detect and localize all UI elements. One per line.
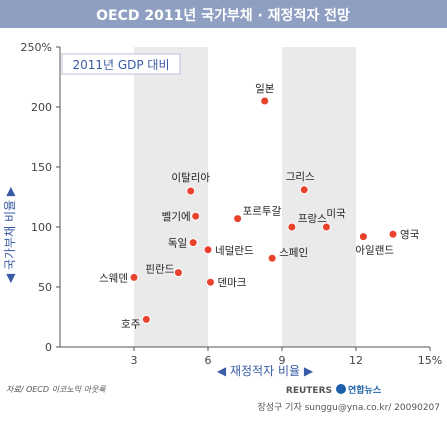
subtitle-box [61, 53, 181, 75]
data-label: 영국 [400, 229, 420, 241]
data-label: 미국 [326, 208, 346, 220]
chart-title: OECD 2011년 국가부채 · 재정적자 전망 [96, 7, 350, 24]
credit-line: 장성구 기자 sunggu@yna.co.kr/ 20090207 [257, 402, 440, 413]
data-point [268, 254, 276, 262]
data-point [192, 212, 200, 220]
y-tick-label: 0 [45, 341, 52, 354]
x-tick-labels: 3 6 9 12 15% [131, 354, 443, 367]
data-label: 그리스 [286, 171, 315, 183]
data-label: 스웨덴 [99, 272, 128, 284]
data-point [189, 239, 197, 247]
x-tick-label: 15% [418, 354, 442, 367]
data-point [204, 246, 212, 254]
data-label: 이탈리아 [171, 171, 210, 184]
y-tick-label: 50 [38, 281, 52, 294]
grid-band [282, 47, 356, 347]
x-tick-label: 12 [349, 354, 363, 367]
data-label: 포르투갈 [243, 205, 282, 218]
axes [56, 46, 431, 351]
data-point [300, 186, 308, 194]
grid-bands [134, 47, 356, 347]
data-point [261, 97, 269, 105]
y-tick-label: 200 [31, 101, 52, 114]
data-point [174, 269, 182, 277]
y-tick-label: 100 [31, 221, 52, 234]
y-tick-label: 250% [21, 41, 52, 54]
data-label: 독일 [168, 237, 187, 250]
data-label: 호주 [121, 318, 141, 330]
data-point [359, 233, 367, 241]
grid-band [134, 47, 208, 347]
source-note: 자료/ OECD 이코노믹 아웃룩 [6, 385, 106, 394]
y-tick-labels: 0 50 100 150 200 250% [21, 41, 52, 354]
x-tick-label: 6 [205, 354, 212, 367]
data-point [187, 187, 195, 195]
data-label: 스페인 [279, 247, 308, 259]
data-label: 네덜란드 [215, 245, 254, 257]
yonhap-logo-icon [336, 384, 346, 394]
title-bar [0, 0, 447, 28]
data-label: 덴마크 [217, 277, 246, 289]
data-label: 벨기에 [162, 211, 191, 223]
data-point [206, 278, 214, 286]
reuters-logo: REUTERS [286, 386, 332, 396]
x-axis-label: ◀ 재정적자 비율 ▶ [217, 364, 314, 378]
data-point [288, 223, 296, 231]
chart-subtitle: 2011년 GDP 대비 [72, 58, 169, 72]
x-tick-label: 3 [131, 354, 138, 367]
x-tick-label: 9 [279, 354, 286, 367]
data-point [234, 215, 242, 223]
y-tick-label: 150 [31, 161, 52, 174]
data-label: 아일랜드 [355, 244, 394, 257]
data-point [322, 223, 330, 231]
y-axis-label: ◀ 국가부채 비율 ▶ [3, 186, 17, 283]
data-label: 프랑스 [298, 213, 327, 225]
data-label: 핀란드 [145, 264, 174, 276]
data-points [129, 96, 398, 324]
data-point [130, 273, 138, 281]
yonhap-logo: 연합뉴스 [348, 384, 382, 396]
data-point [142, 315, 150, 323]
data-point [389, 230, 397, 238]
data-label: 일본 [255, 82, 275, 95]
